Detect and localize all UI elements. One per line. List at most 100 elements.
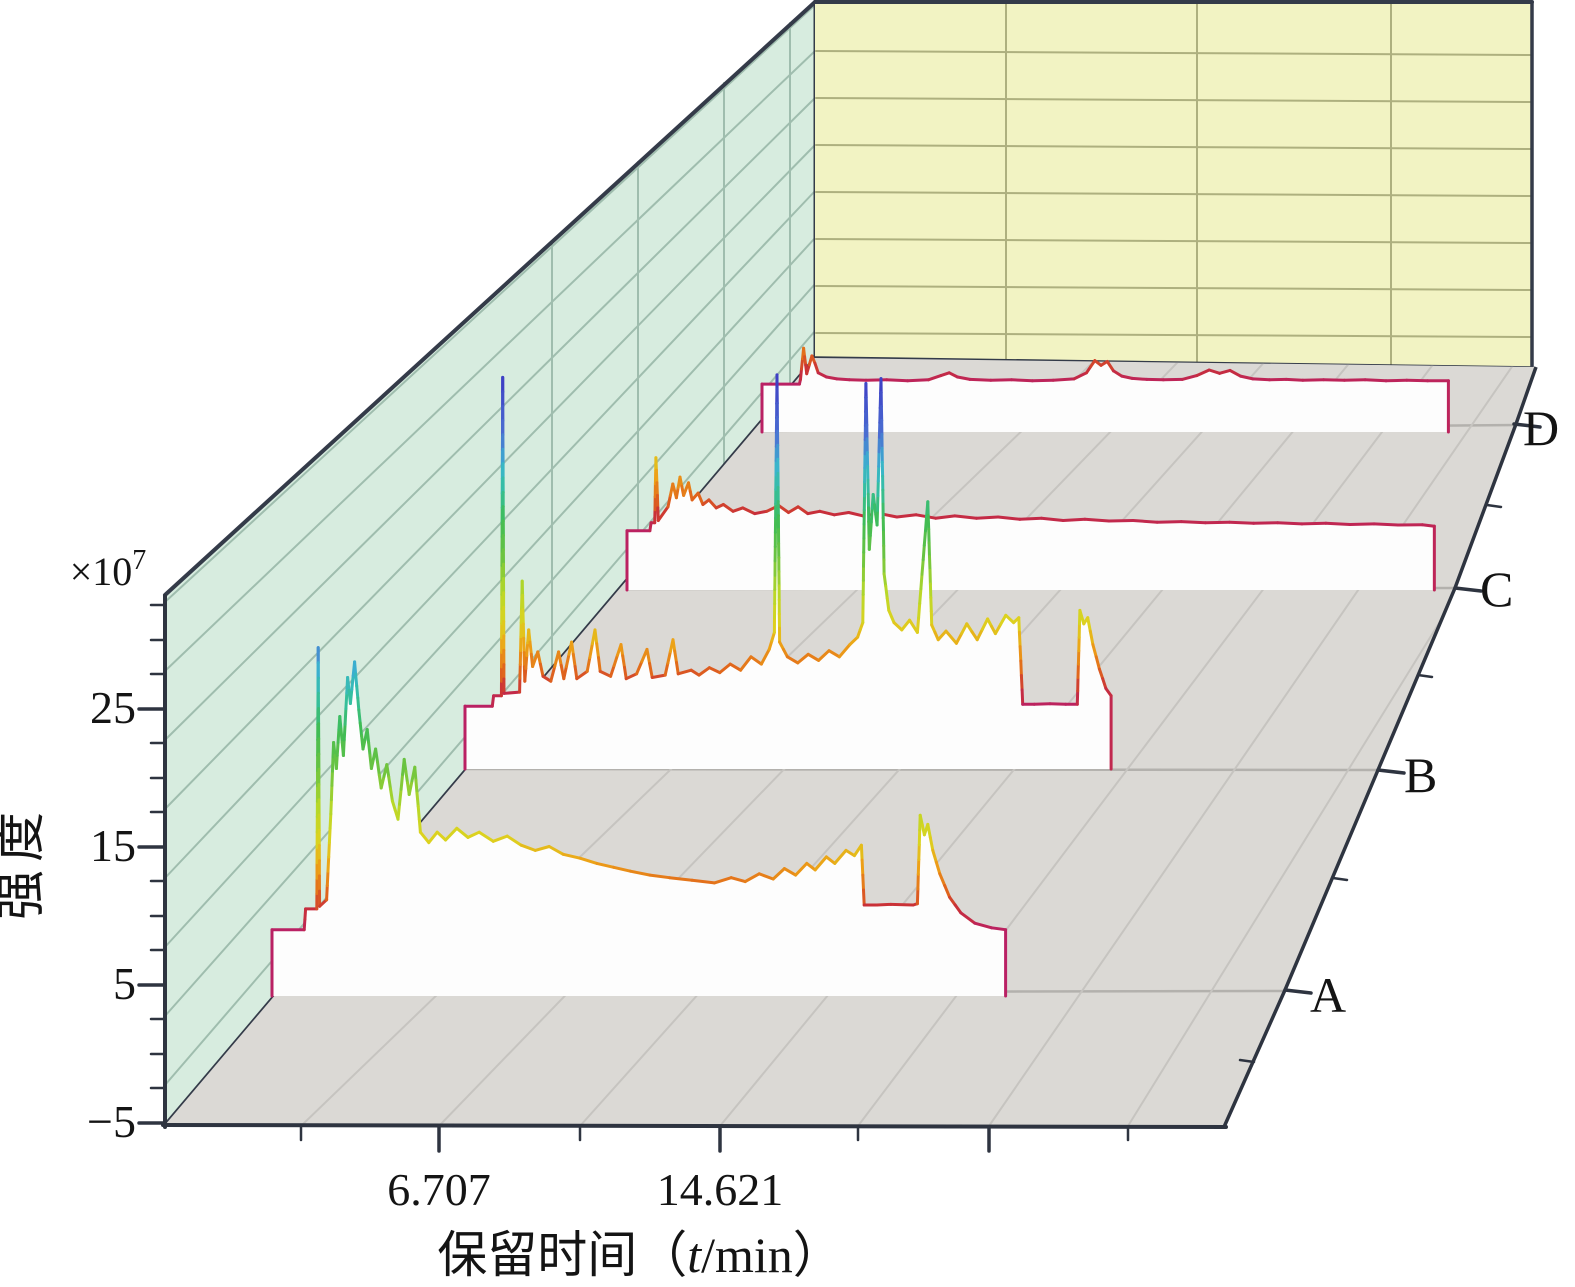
trace-D — [1342, 378, 1367, 382]
trace-C — [1372, 522, 1400, 527]
trace-A — [917, 843, 921, 861]
trace-A — [387, 775, 392, 791]
trace-C — [953, 514, 978, 520]
depth-major-tick — [1283, 988, 1313, 995]
trace-C — [1083, 517, 1111, 523]
trace-A — [334, 754, 339, 770]
trace-A — [712, 876, 733, 885]
trace-D — [1051, 377, 1076, 382]
trace-A — [399, 772, 405, 791]
trace-D — [1322, 378, 1346, 382]
trace-C — [1040, 516, 1065, 522]
trace-B — [635, 660, 644, 676]
trace-B — [570, 640, 575, 656]
trace-A — [794, 861, 809, 877]
trace-A — [533, 845, 551, 852]
trace-B — [884, 584, 889, 600]
y-scale-label: ×107 — [70, 545, 147, 594]
depth-major-tick — [1376, 768, 1406, 775]
trace-D — [1384, 378, 1409, 383]
trace-B — [918, 587, 923, 605]
trace-A — [344, 691, 349, 711]
trace-A — [343, 707, 348, 726]
y-tick-label: 25 — [90, 682, 136, 733]
x-axis — [161, 1123, 1228, 1129]
trace-A — [824, 855, 837, 865]
trace-B — [980, 617, 990, 631]
trace-B — [975, 627, 984, 642]
trace-A — [327, 826, 332, 845]
trace-C — [753, 509, 769, 516]
trace-B — [523, 666, 528, 683]
trace-A — [435, 830, 448, 842]
left-wall-gridline — [164, 190, 816, 879]
back-wall-gridline — [815, 97, 1532, 103]
back-wall-gridline — [815, 191, 1532, 197]
trace-C — [707, 498, 718, 510]
trace-A — [374, 747, 379, 764]
trace-B — [921, 543, 926, 562]
trace-B — [882, 572, 888, 588]
trace-D — [1207, 368, 1222, 375]
trace-D — [825, 375, 839, 381]
trace-A — [398, 787, 403, 806]
left-wall-gridline — [164, 144, 816, 810]
depth-axis — [1222, 366, 1538, 1128]
trace-A — [329, 783, 334, 802]
trace-A — [404, 769, 409, 785]
back-wall-gridline — [815, 50, 1532, 56]
trace-A — [303, 907, 308, 921]
trace-C — [787, 505, 800, 514]
ribbon-fill-C — [627, 457, 1435, 590]
trace-B — [525, 641, 530, 657]
trace-C — [674, 485, 680, 500]
trace-B — [595, 642, 600, 660]
ribbon-C — [625, 456, 1436, 592]
back-wall-panel — [813, 0, 1534, 370]
trace-B — [598, 669, 613, 678]
trace-D — [956, 375, 972, 381]
wall-top-edge — [163, 0, 817, 597]
trace-A — [339, 728, 344, 744]
trace-A — [889, 902, 915, 907]
trace-C — [741, 506, 757, 516]
trace-A — [990, 926, 1008, 932]
trace-C — [1420, 523, 1436, 528]
ribbon-B — [463, 373, 1113, 771]
trace-B — [1091, 643, 1098, 659]
trace-A — [519, 843, 537, 852]
back-wall — [815, 2, 1532, 368]
trace-A — [612, 865, 632, 873]
trace-A — [805, 861, 817, 872]
left-wall-gridline — [164, 4, 816, 603]
trace-D — [805, 363, 811, 376]
ribbon-fill-B — [465, 374, 1112, 769]
trace-B — [1019, 659, 1023, 677]
back-wall-gridline — [815, 285, 1532, 291]
trace-B — [562, 665, 568, 681]
trace-D — [885, 378, 910, 383]
trace-A — [341, 738, 346, 757]
trace-A — [595, 861, 616, 869]
trace-B — [1097, 667, 1105, 681]
trace-B — [689, 668, 701, 677]
trace-C — [731, 506, 745, 513]
trace-D — [799, 367, 803, 381]
trace-B — [1020, 688, 1025, 706]
trace-B — [1018, 645, 1023, 663]
trace-A — [330, 769, 334, 787]
trace-A — [318, 898, 329, 908]
trace-D — [1284, 377, 1305, 382]
trace-A — [875, 902, 893, 907]
depth-major-tick — [1453, 586, 1483, 593]
trace-B — [837, 643, 852, 659]
trace-B — [919, 572, 924, 591]
trace-D — [1238, 374, 1255, 381]
trace-A — [743, 872, 761, 884]
trace-A — [668, 876, 694, 882]
depth-minor-tick — [1416, 673, 1434, 679]
x-title-prefix: 保留时间（ — [437, 1227, 687, 1283]
trace-A — [350, 674, 355, 692]
trace-C — [996, 515, 1022, 521]
trace-B — [827, 649, 841, 659]
